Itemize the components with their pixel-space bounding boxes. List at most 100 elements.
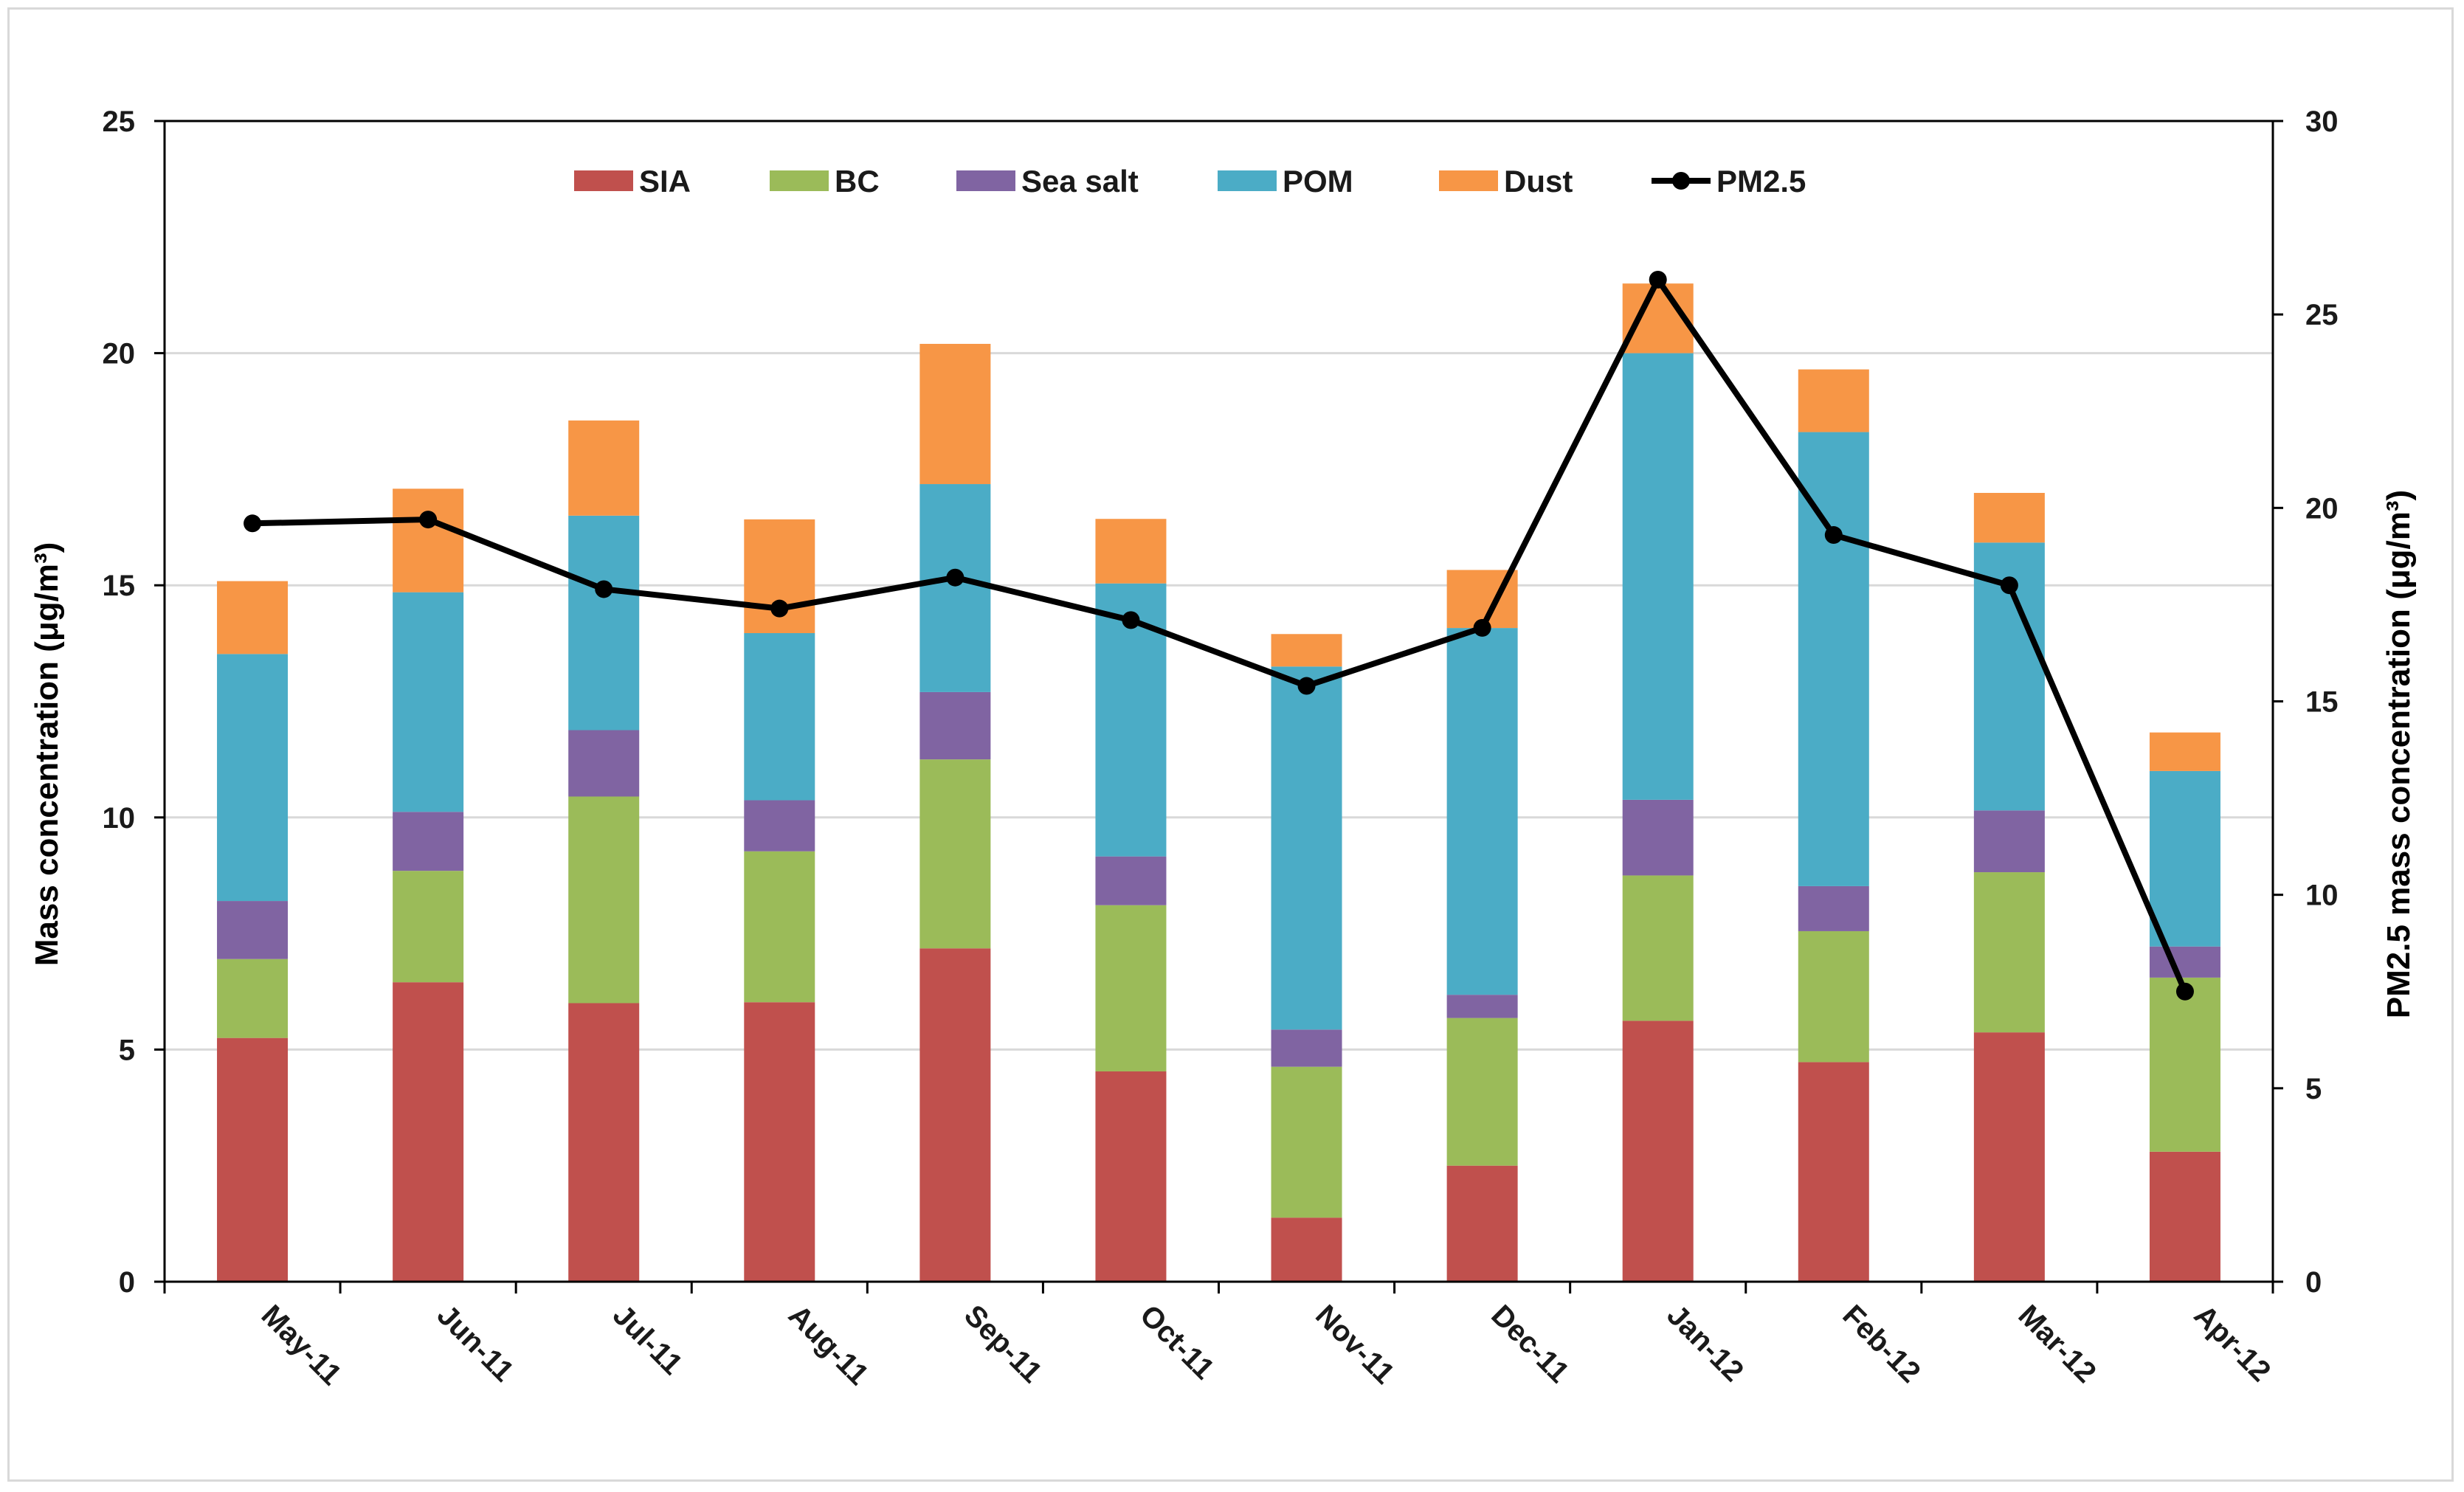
- bar-pom-jul-11: [568, 515, 640, 731]
- legend-swatch-sia: [574, 170, 633, 191]
- pm25-point-feb-12: [1824, 526, 1843, 545]
- bar-sia-sep-11: [919, 948, 991, 1282]
- bar-bc-may-11: [217, 959, 289, 1038]
- bar-sia-feb-12: [1798, 1062, 1869, 1282]
- bar-pom-feb-12: [1798, 432, 1869, 886]
- bar-sia-may-11: [217, 1037, 289, 1282]
- bar-sea-salt-aug-11: [744, 800, 815, 852]
- bar-pom-jan-12: [1622, 353, 1694, 800]
- bar-dust-mar-12: [1973, 492, 2045, 543]
- bar-pom-jun-11: [393, 592, 464, 812]
- y-tick-label-right: 0: [2305, 1266, 2322, 1299]
- legend-label-pom: POM: [1283, 164, 1353, 198]
- x-tick-label: May-11: [255, 1299, 348, 1391]
- bar-dust-apr-12: [2149, 732, 2220, 771]
- bar-sia-apr-12: [2149, 1151, 2220, 1282]
- pm25-point-oct-11: [1122, 611, 1140, 629]
- y-axis-title-right: PM2.5 mass concentration (μg/m³): [2381, 490, 2417, 1018]
- x-tick-label: Feb-12: [1836, 1299, 1926, 1389]
- bar-bc-jul-11: [568, 796, 640, 1004]
- y-tick-label-right: 25: [2305, 299, 2339, 331]
- y-tick-label-left: 10: [103, 802, 136, 835]
- bar-sea-salt-jul-11: [568, 730, 640, 797]
- legend-label-pm2-5: PM2.5: [1716, 164, 1806, 198]
- bar-dust-feb-12: [1798, 369, 1869, 432]
- bar-pom-may-11: [217, 654, 289, 902]
- y-tick-label-left: 5: [119, 1034, 135, 1066]
- bar-sea-salt-mar-12: [1973, 810, 2045, 873]
- bar-bc-jun-11: [393, 871, 464, 983]
- bar-sea-salt-apr-12: [2149, 946, 2220, 978]
- x-tick-label: Apr-12: [2188, 1299, 2277, 1388]
- pm25-point-jul-11: [595, 580, 613, 598]
- bar-sia-jan-12: [1622, 1020, 1694, 1282]
- legend-swatch-pom: [1218, 170, 1277, 191]
- pm25-point-sep-11: [946, 568, 964, 587]
- y-tick-label-right: 20: [2305, 492, 2339, 525]
- legend-label-sia: SIA: [639, 164, 691, 198]
- bar-pom-nov-11: [1271, 666, 1342, 1030]
- bar-pom-dec-11: [1446, 628, 1518, 995]
- bar-sia-mar-12: [1973, 1032, 2045, 1282]
- stacked-bars: [217, 283, 2220, 1282]
- bar-bc-nov-11: [1271, 1066, 1342, 1218]
- bar-sia-oct-11: [1095, 1071, 1167, 1282]
- legend-label-bc: BC: [835, 164, 880, 198]
- x-tick-label: Oct-11: [1133, 1299, 1221, 1386]
- pm25-point-nov-11: [1297, 677, 1316, 695]
- x-tick-label: Jul-11: [607, 1299, 689, 1381]
- bar-dust-jun-11: [393, 488, 464, 593]
- bar-bc-feb-12: [1798, 930, 1869, 1063]
- bar-dust-jul-11: [568, 420, 640, 516]
- bar-bc-apr-12: [2149, 977, 2220, 1152]
- bar-sea-salt-nov-11: [1271, 1029, 1342, 1067]
- pm25-point-apr-12: [2175, 982, 2194, 1001]
- bar-sia-aug-11: [744, 1002, 815, 1282]
- y-tick-label-left: 25: [103, 106, 136, 138]
- pm25-line: [244, 270, 2194, 1001]
- bar-pom-apr-12: [2149, 770, 2220, 947]
- bar-pom-sep-11: [919, 484, 991, 692]
- bar-pom-aug-11: [744, 633, 815, 801]
- pm25-point-jun-11: [419, 511, 438, 529]
- bar-bc-jan-12: [1622, 875, 1694, 1021]
- y-tick-label-left: 15: [103, 570, 136, 602]
- bar-bc-aug-11: [744, 851, 815, 1003]
- bar-sea-salt-feb-12: [1798, 885, 1869, 931]
- bar-sia-dec-11: [1446, 1165, 1518, 1282]
- bar-sea-salt-jan-12: [1622, 799, 1694, 876]
- pm25-point-jan-12: [1649, 270, 1667, 289]
- legend-swatch-dust: [1439, 170, 1498, 191]
- gridlines: [165, 120, 2273, 1051]
- x-tick-label: Mar-12: [2012, 1299, 2102, 1389]
- bar-sea-salt-may-11: [217, 901, 289, 959]
- pm25-point-aug-11: [770, 599, 789, 618]
- bar-sea-salt-dec-11: [1446, 995, 1518, 1018]
- bar-sia-jun-11: [393, 982, 464, 1282]
- y-axis-title-left: Mass concentration (μg/m³): [29, 542, 65, 967]
- y-tick-label-left: 20: [103, 338, 136, 370]
- bar-sia-nov-11: [1271, 1218, 1342, 1282]
- legend-swatch-bc: [770, 170, 829, 191]
- legend-swatch-sea-salt: [956, 170, 1015, 191]
- bar-sia-jul-11: [568, 1003, 640, 1282]
- x-tick-label: Jun-11: [431, 1299, 520, 1388]
- x-tick-label: Nov-11: [1309, 1299, 1401, 1390]
- bar-sea-salt-sep-11: [919, 691, 991, 760]
- bar-dust-sep-11: [919, 344, 991, 485]
- legend-label-dust: Dust: [1504, 164, 1573, 198]
- pm25-point-mar-12: [2000, 576, 2018, 595]
- y-tick-label-right: 10: [2305, 880, 2339, 912]
- y-tick-label-right: 30: [2305, 106, 2339, 138]
- y-tick-label-right: 15: [2305, 686, 2339, 719]
- legend-marker-pm2-5: [1672, 172, 1690, 190]
- bar-bc-mar-12: [1973, 872, 2045, 1033]
- bar-bc-sep-11: [919, 759, 991, 949]
- bar-dust-nov-11: [1271, 634, 1342, 667]
- bar-dust-may-11: [217, 581, 289, 655]
- y-tick-label-left: 0: [119, 1266, 135, 1299]
- bar-bc-dec-11: [1446, 1018, 1518, 1166]
- x-tick-label: Aug-11: [782, 1299, 874, 1391]
- pm25-line-path: [252, 276, 2188, 993]
- bar-sea-salt-jun-11: [393, 812, 464, 871]
